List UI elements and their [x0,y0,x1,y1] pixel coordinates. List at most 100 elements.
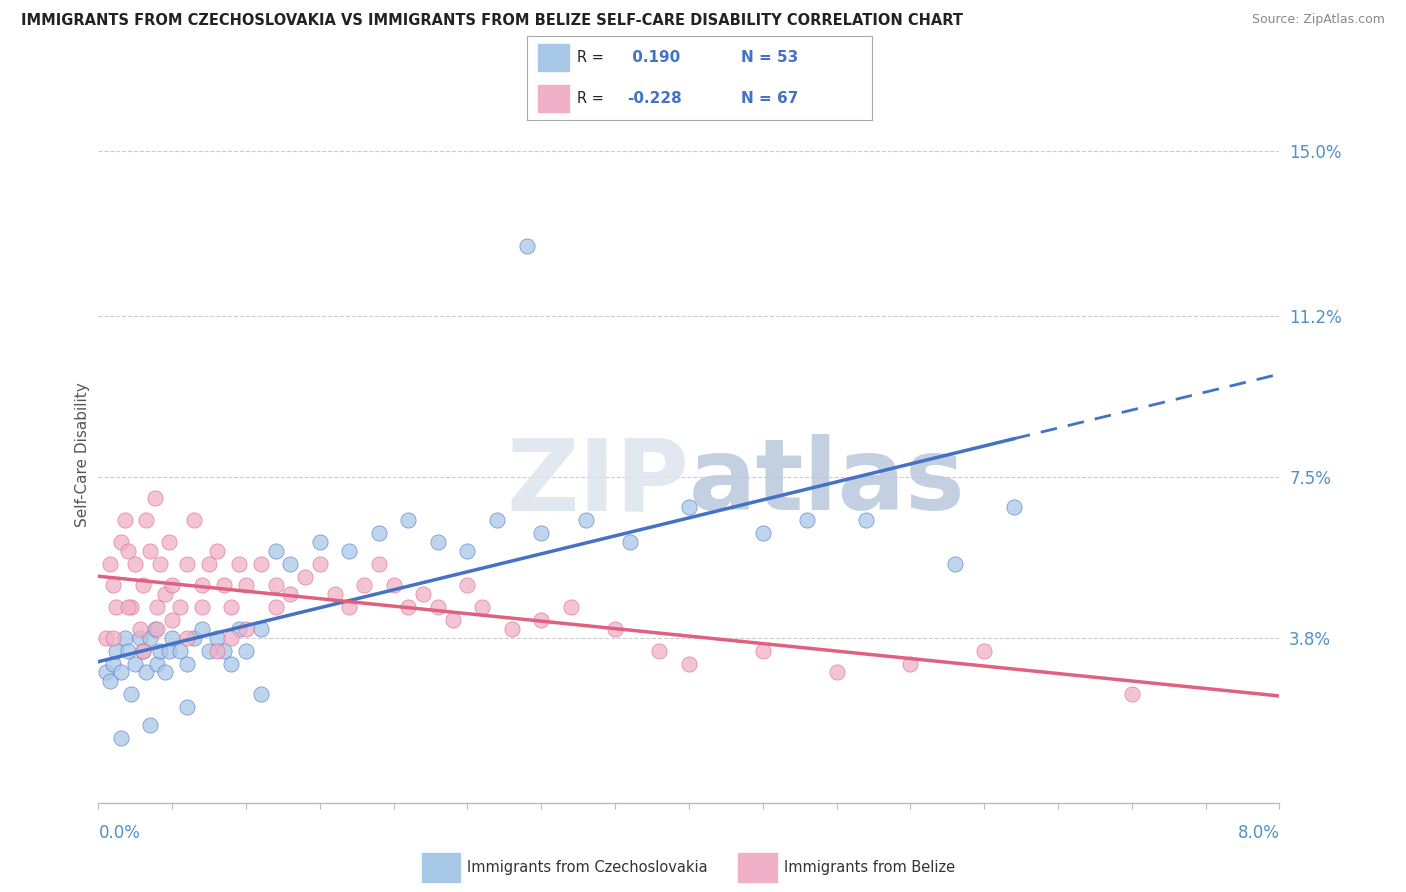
Point [98,557,121,571]
Text: R =: R = [578,50,605,65]
Point [456,578,478,592]
Point [367,526,389,541]
Point [250,557,273,571]
Point [1002,500,1025,514]
Point [205,543,228,558]
Point [441,613,464,627]
Point [228,622,250,636]
Point [396,513,419,527]
Point [228,557,250,571]
Point [1121,687,1143,701]
Point [264,543,287,558]
Point [146,657,169,671]
Point [278,557,302,571]
Bar [537,85,568,112]
Point [678,500,700,514]
Point [205,643,228,657]
Point [128,622,150,636]
Point [264,578,287,592]
Point [103,578,125,592]
Point [191,622,214,636]
Text: IMMIGRANTS FROM CZECHOSLOVAKIA VS IMMIGRANTS FROM BELIZE SELF-CARE DISABILITY CO: IMMIGRANTS FROM CZECHOSLOVAKIA VS IMMIGR… [21,13,963,29]
Point [157,643,180,657]
Point [157,535,180,549]
Point [124,657,146,671]
Point [110,665,132,680]
Point [619,535,641,549]
Point [94,631,117,645]
Text: ZIP: ZIP [506,434,689,532]
Text: N = 67: N = 67 [741,91,799,106]
Point [146,600,169,615]
Text: atlas: atlas [689,434,966,532]
Point [574,513,596,527]
Point [191,578,214,592]
Point [212,643,235,657]
Point [103,657,125,671]
Point [176,631,198,645]
Point [294,570,316,584]
Point [128,631,150,645]
Point [198,643,221,657]
Bar [422,854,461,881]
Point [648,643,671,657]
Point [515,239,537,253]
Point [120,687,142,701]
Point [396,600,419,615]
Point [751,643,773,657]
Point [530,613,553,627]
Point [560,600,582,615]
Point [486,513,509,527]
Y-axis label: Self-Care Disability: Self-Care Disability [75,383,90,527]
Point [132,578,155,592]
Text: N = 53: N = 53 [741,50,799,65]
Point [426,600,449,615]
Point [139,717,162,731]
Point [110,731,132,745]
Point [205,631,228,645]
Point [114,631,136,645]
Point [337,600,360,615]
Point [120,600,142,615]
Point [162,631,183,645]
Point [900,657,922,671]
Point [191,600,214,615]
Point [278,587,302,601]
Point [176,700,198,714]
Point [353,578,375,592]
Point [153,665,176,680]
Bar [738,854,778,881]
Point [143,622,166,636]
Point [117,643,139,657]
Point [146,622,169,636]
Point [98,674,121,689]
Point [825,665,848,680]
Point [105,600,128,615]
Point [412,587,434,601]
Point [943,557,966,571]
Point [162,613,183,627]
Point [110,535,132,549]
Point [132,643,155,657]
Point [149,643,172,657]
Text: Source: ZipAtlas.com: Source: ZipAtlas.com [1251,13,1385,27]
Point [855,513,877,527]
Point [176,557,198,571]
Point [456,543,478,558]
Point [219,631,242,645]
Text: Immigrants from Czechoslovakia: Immigrants from Czechoslovakia [467,860,709,875]
Point [323,587,346,601]
Point [367,557,389,571]
Point [235,643,257,657]
Point [94,665,117,680]
Point [212,578,235,592]
Point [183,631,205,645]
Point [973,643,995,657]
Point [198,557,221,571]
Point [382,578,405,592]
Point [308,535,332,549]
Point [135,513,157,527]
Point [176,657,198,671]
Text: -0.228: -0.228 [627,91,682,106]
Point [471,600,494,615]
